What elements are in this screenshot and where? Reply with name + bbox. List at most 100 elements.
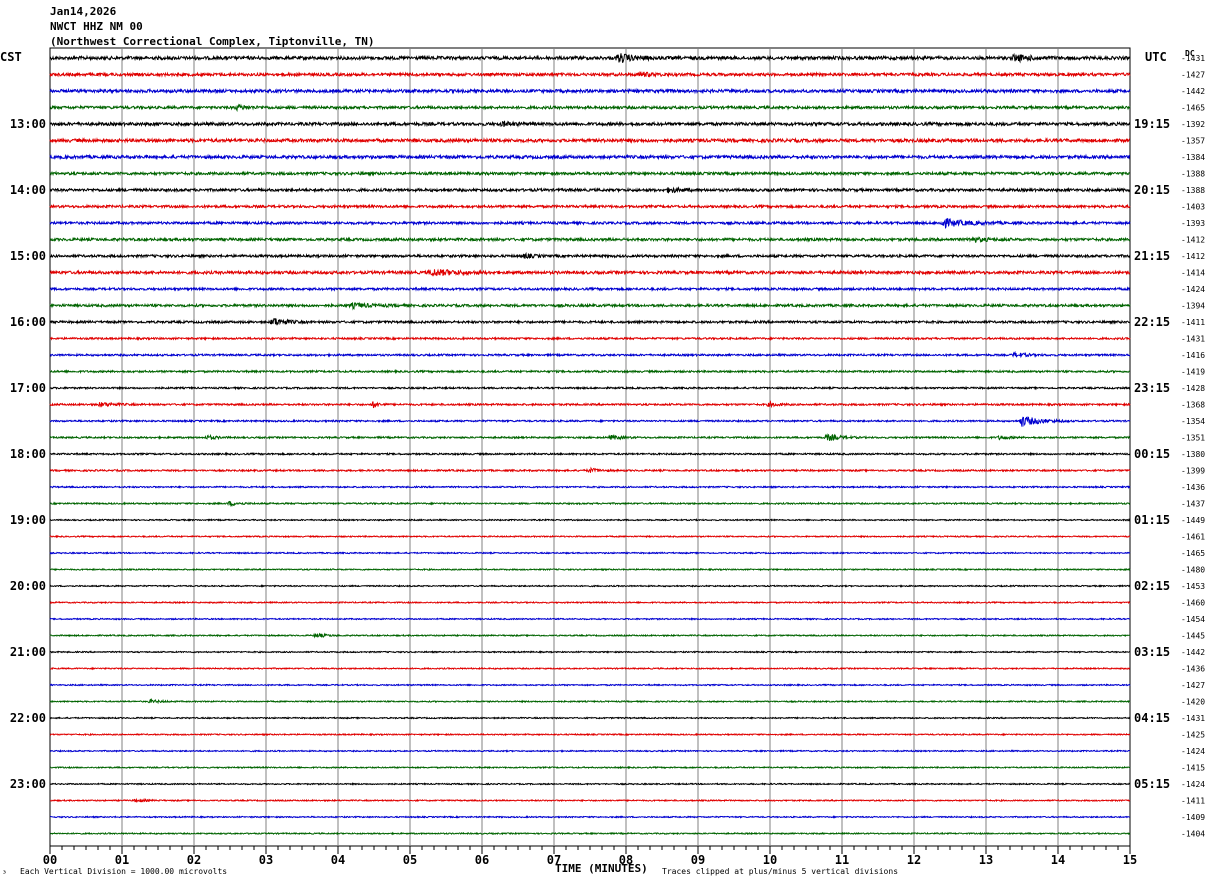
seismic-trace [49, 782, 1130, 786]
utc-hour-label: 01:15 [1134, 513, 1170, 527]
cst-hour-label: 14:00 [10, 183, 46, 197]
utc-hour-label: 21:15 [1134, 249, 1170, 263]
clip-note: Traces clipped at plus/minus 5 vertical … [662, 867, 899, 876]
seismic-trace [49, 518, 1131, 522]
seismic-trace [49, 765, 1131, 770]
dc-offset-label: -1420 [1181, 698, 1205, 707]
seismic-trace [49, 217, 1131, 229]
dc-offset-label: -1442 [1181, 87, 1205, 96]
seismic-trace [49, 451, 1131, 457]
seismic-trace [49, 71, 1131, 78]
seismic-trace [49, 153, 1131, 161]
seismic-trace [50, 797, 1131, 803]
seismic-trace [49, 815, 1131, 819]
dc-offset-label: -1442 [1181, 648, 1205, 657]
seismic-trace [49, 416, 1131, 427]
dc-offset-label: -1424 [1181, 747, 1205, 756]
utc-hour-label: 00:15 [1134, 447, 1170, 461]
dc-offset-label: -1404 [1181, 830, 1205, 839]
dc-offset-label: -1388 [1181, 186, 1205, 195]
seismic-trace [49, 749, 1131, 753]
x-axis-title: TIME (MINUTES) [555, 862, 648, 875]
seismic-trace [49, 203, 1131, 210]
plot-date: Jan14,2026 [50, 5, 117, 18]
utc-hour-label: 20:15 [1134, 183, 1170, 197]
x-tick-label: 03 [259, 853, 273, 867]
x-tick-label: 10 [763, 853, 777, 867]
dc-offset-label: -1431 [1181, 335, 1205, 344]
x-tick-label: 15 [1123, 853, 1137, 867]
dc-offset-label: -1427 [1181, 71, 1205, 80]
corner-mark: ³ [2, 869, 7, 878]
dc-offset-label: -1436 [1181, 483, 1205, 492]
x-tick-label: 13 [979, 853, 993, 867]
utc-hour-label: 05:15 [1134, 777, 1170, 791]
dc-offset-label: -1428 [1181, 384, 1205, 393]
plot-frame [49, 47, 1131, 847]
dc-offset-label: -1453 [1181, 582, 1205, 591]
dc-offset-label: -1425 [1181, 731, 1205, 740]
dc-offset-label: -1461 [1181, 533, 1205, 542]
seismic-trace [49, 186, 1131, 194]
x-tick-label: 04 [331, 853, 345, 867]
seismic-trace [49, 170, 1130, 177]
seismic-trace [49, 136, 1130, 145]
dc-offset-label: -1437 [1181, 500, 1205, 509]
cst-hour-label: 13:00 [10, 117, 46, 131]
cst-hour-label: 20:00 [10, 579, 46, 593]
dc-offset-label: -1357 [1181, 137, 1205, 146]
x-tick-label: 05 [403, 853, 417, 867]
dc-offset-label: -1465 [1181, 104, 1205, 113]
dc-offset-label: -1351 [1181, 434, 1205, 443]
seismic-trace [49, 52, 1131, 64]
dc-offset-label: -1419 [1181, 368, 1205, 377]
dc-offset-label: -1415 [1181, 764, 1205, 773]
seismic-trace [49, 617, 1131, 621]
seismic-trace [49, 732, 1131, 737]
dc-offset-label: -1414 [1181, 269, 1205, 278]
seismic-trace [50, 466, 1131, 473]
utc-hour-label: 22:15 [1134, 315, 1170, 329]
dc-offset-label: -1445 [1181, 632, 1205, 641]
dc-offset-label: -1436 [1181, 665, 1205, 674]
dc-offset-label: -1449 [1181, 516, 1205, 525]
dc-offset-label: -1384 [1181, 153, 1205, 162]
seismic-trace [49, 632, 1131, 639]
cst-hour-label: 23:00 [10, 777, 46, 791]
dc-offset-label: -1399 [1181, 467, 1205, 476]
dc-offset-label: -1394 [1181, 302, 1205, 311]
x-tick-label: 01 [115, 853, 129, 867]
seismic-trace [49, 484, 1131, 490]
cst-hour-label: 22:00 [10, 711, 46, 725]
dc-offset-label: -1392 [1181, 120, 1205, 129]
cst-hour-label: 19:00 [10, 513, 46, 527]
x-tick-label: 11 [835, 853, 849, 867]
seismic-trace [49, 683, 1131, 687]
seismic-trace [49, 534, 1131, 539]
scale-note: Each Vertical Division = 1000.00 microvo… [20, 867, 228, 876]
utc-hour-label: 04:15 [1134, 711, 1170, 725]
seismic-trace [49, 433, 1131, 441]
dc-offset-label: -1460 [1181, 599, 1205, 608]
x-tick-label: 00 [43, 853, 57, 867]
utc-hour-label: 03:15 [1134, 645, 1170, 659]
seismic-trace [49, 301, 1131, 311]
right-timezone-label: UTC [1145, 50, 1167, 64]
cst-hour-label: 17:00 [10, 381, 46, 395]
dc-offset-label: -1368 [1181, 401, 1205, 410]
dc-offset-label: -1431 [1181, 54, 1205, 63]
dc-offset-label: -1424 [1181, 780, 1205, 789]
cst-hour-label: 15:00 [10, 249, 46, 263]
dc-offset-label: -1480 [1181, 566, 1205, 575]
x-tick-label: 07 [547, 853, 561, 867]
seismic-trace [49, 335, 1131, 342]
seismic-trace [49, 317, 1131, 326]
seismic-trace [49, 103, 1131, 113]
seismic-trace [49, 697, 1131, 705]
x-tick-label: 09 [691, 853, 705, 867]
seismic-trace [49, 716, 1131, 720]
utc-hour-label: 19:15 [1134, 117, 1170, 131]
seismic-trace [49, 236, 1131, 244]
seismic-trace [49, 400, 1131, 409]
